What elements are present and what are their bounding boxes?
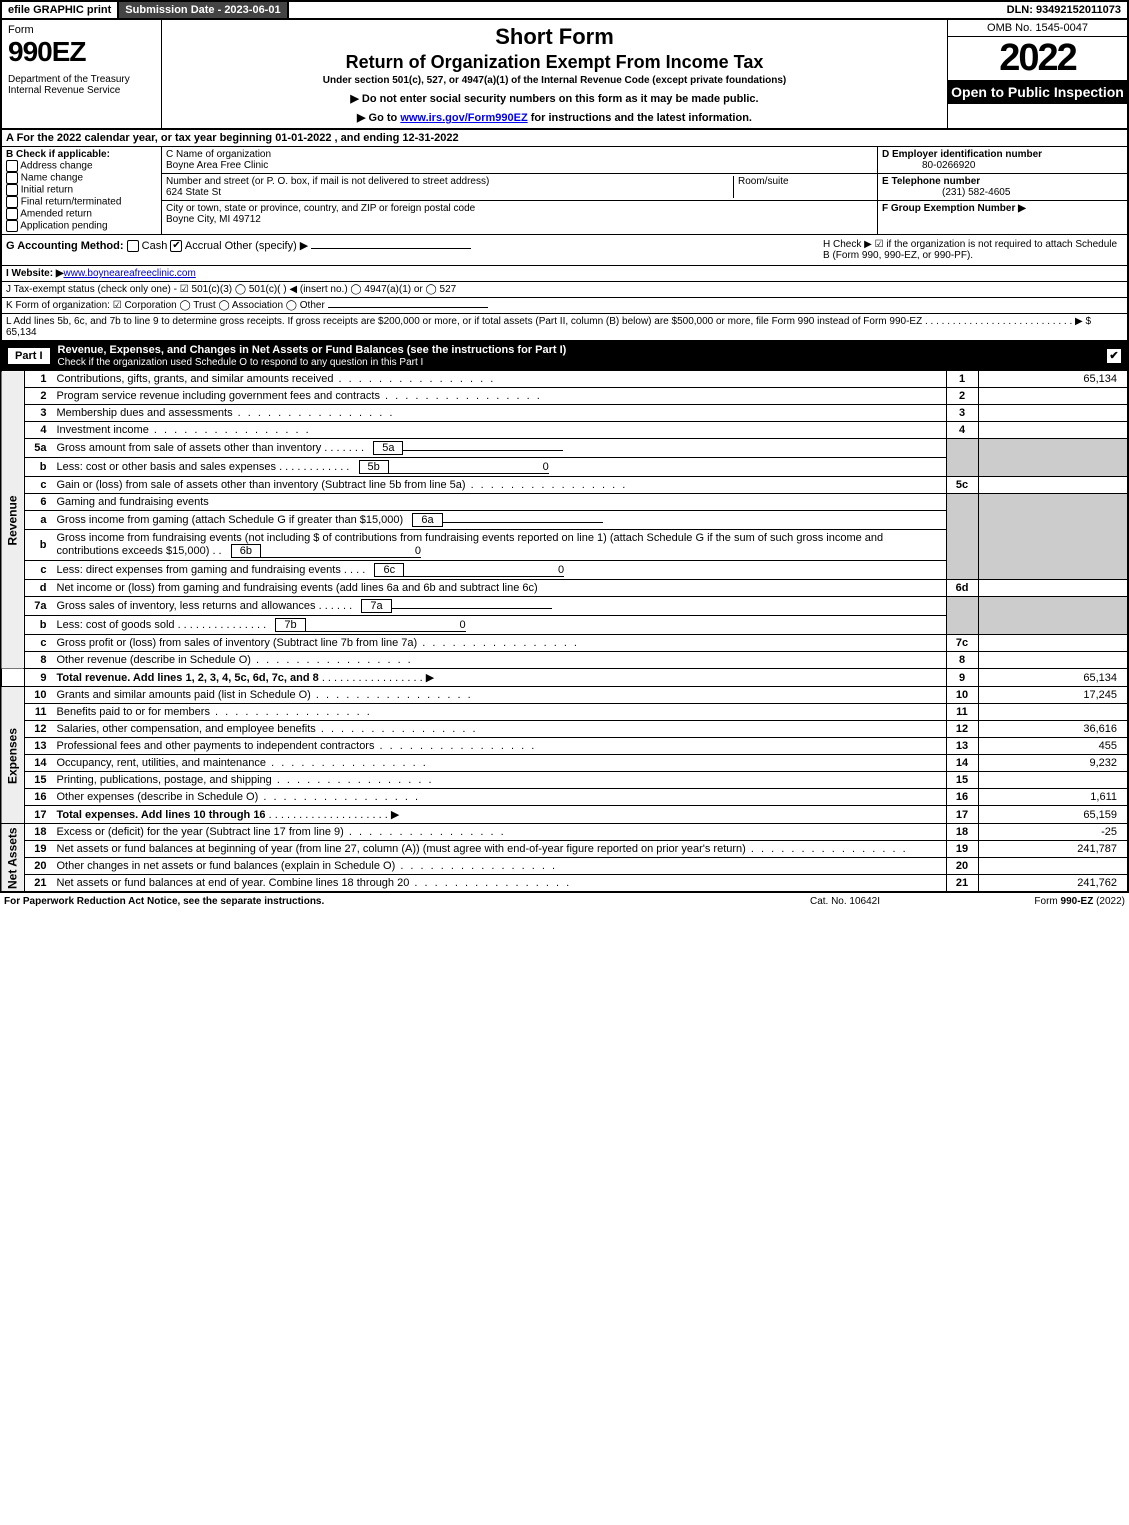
- row-gh: G Accounting Method: Cash Accrual Other …: [0, 235, 1129, 266]
- val-18: -25: [978, 824, 1128, 841]
- side-expenses: Expenses: [1, 687, 25, 824]
- part1-header: Part I Revenue, Expenses, and Changes in…: [0, 341, 1129, 371]
- line-a: A For the 2022 calendar year, or tax yea…: [0, 130, 1129, 147]
- footer-catno: Cat. No. 10642I: [745, 896, 945, 907]
- chk-final[interactable]: [6, 196, 18, 208]
- val-13: 455: [978, 738, 1128, 755]
- ein-label: D Employer identification number: [882, 149, 1042, 160]
- chk-amended[interactable]: [6, 208, 18, 220]
- chk-pending[interactable]: [6, 220, 18, 232]
- part1-label: Part I: [8, 348, 50, 364]
- other-input[interactable]: [311, 248, 471, 249]
- tax-year: 2022: [948, 37, 1127, 80]
- tel-value: (231) 582-4605: [882, 187, 1010, 198]
- top-bar: efile GRAPHIC print Submission Date - 20…: [0, 0, 1129, 20]
- val-6d: [978, 580, 1128, 597]
- title-short-form: Short Form: [168, 24, 941, 50]
- chk-accrual[interactable]: [170, 240, 182, 252]
- g-label: G Accounting Method:: [6, 240, 124, 252]
- c-addr-label: Number and street (or P. O. box, if mail…: [166, 176, 489, 187]
- efile-label[interactable]: efile GRAPHIC print: [2, 2, 119, 18]
- k-other-input[interactable]: [328, 307, 488, 308]
- val-12: 36,616: [978, 721, 1128, 738]
- side-netassets: Net Assets: [1, 824, 25, 892]
- chk-name[interactable]: [6, 172, 18, 184]
- dln: DLN: 93492152011073: [1001, 2, 1127, 18]
- irs-label: Internal Revenue Service: [8, 85, 155, 96]
- form-word: Form: [8, 24, 155, 36]
- bullet-ssn: ▶ Do not enter social security numbers o…: [168, 92, 941, 105]
- footer-formref: Form 990-EZ (2022): [945, 896, 1125, 907]
- form-header: Form 990EZ Department of the Treasury In…: [0, 20, 1129, 130]
- chk-initial[interactable]: [6, 184, 18, 196]
- l-value: 65,134: [6, 327, 37, 338]
- page-footer: For Paperwork Reduction Act Notice, see …: [0, 892, 1129, 910]
- part1-check[interactable]: ✔: [1107, 349, 1121, 363]
- c-name-label: C Name of organization: [166, 149, 271, 160]
- open-inspection: Open to Public Inspection: [948, 80, 1127, 104]
- title-return: Return of Organization Exempt From Incom…: [168, 52, 941, 73]
- val-3: [978, 405, 1128, 422]
- grp-label: F Group Exemption Number ▶: [882, 203, 1026, 214]
- row-l: L Add lines 5b, 6c, and 7b to line 9 to …: [0, 314, 1129, 341]
- val-17: 65,159: [978, 806, 1128, 824]
- val-10: 17,245: [978, 687, 1128, 704]
- b-label: B Check if applicable:: [6, 149, 157, 160]
- col-b: B Check if applicable: Address change Na…: [2, 147, 162, 234]
- row-i: I Website: ▶www.boyneareafreeclinic.com: [0, 266, 1129, 282]
- val-1: 65,134: [978, 371, 1128, 388]
- submission-date: Submission Date - 2023-06-01: [119, 2, 288, 18]
- val-9: 65,134: [978, 669, 1128, 687]
- org-city: Boyne City, MI 49712: [166, 214, 261, 225]
- bullet-goto: ▶ Go to www.irs.gov/Form990EZ for instru…: [168, 111, 941, 124]
- irs-link[interactable]: www.irs.gov/Form990EZ: [400, 112, 527, 124]
- org-addr: 624 State St: [166, 187, 221, 198]
- chk-cash[interactable]: [127, 240, 139, 252]
- val-2: [978, 388, 1128, 405]
- col-d: D Employer identification number80-02669…: [877, 147, 1127, 234]
- title-sub: Under section 501(c), 527, or 4947(a)(1)…: [168, 75, 941, 86]
- col-c: C Name of organizationBoyne Area Free Cl…: [162, 147, 877, 234]
- footer-left: For Paperwork Reduction Act Notice, see …: [4, 896, 745, 907]
- row-j: J Tax-exempt status (check only one) - ☑…: [0, 282, 1129, 298]
- part1-table: Revenue 1Contributions, gifts, grants, a…: [0, 371, 1129, 892]
- form-number: 990EZ: [8, 36, 155, 68]
- val-21: 241,762: [978, 875, 1128, 892]
- org-name: Boyne Area Free Clinic: [166, 160, 268, 171]
- website-link[interactable]: www.boyneareafreeclinic.com: [64, 268, 196, 279]
- val-4: [978, 422, 1128, 439]
- section-bcd: B Check if applicable: Address change Na…: [0, 147, 1129, 235]
- val-16: 1,611: [978, 789, 1128, 806]
- omb-number: OMB No. 1545-0047: [948, 20, 1127, 37]
- room-label: Room/suite: [733, 176, 873, 198]
- val-14: 9,232: [978, 755, 1128, 772]
- row-k: K Form of organization: ☑ Corporation ◯ …: [0, 298, 1129, 314]
- tel-label: E Telephone number: [882, 176, 980, 187]
- chk-address[interactable]: [6, 160, 18, 172]
- h-text: H Check ▶ ☑ if the organization is not r…: [823, 239, 1123, 261]
- ein-value: 80-0266920: [882, 160, 975, 171]
- val-5c: [978, 477, 1128, 494]
- side-revenue: Revenue: [1, 371, 25, 669]
- dept-treasury: Department of the Treasury: [8, 74, 155, 85]
- c-city-label: City or town, state or province, country…: [166, 203, 475, 214]
- val-19: 241,787: [978, 841, 1128, 858]
